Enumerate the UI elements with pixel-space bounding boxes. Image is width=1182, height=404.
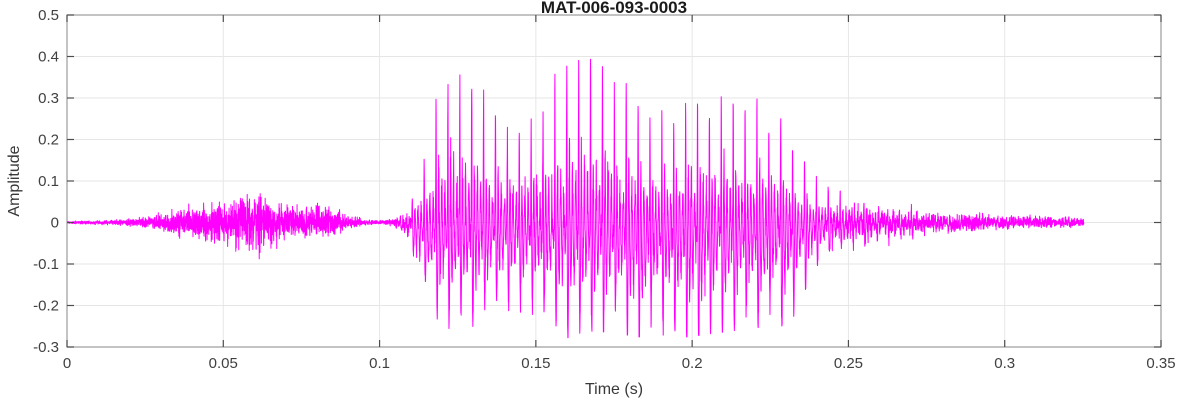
x-tick-label: 0.35 [1146,355,1175,372]
waveform-trace [67,58,1085,339]
y-tick-label: 0.2 [38,132,59,149]
y-tick-label: 0.5 [38,7,59,24]
tick-labels: 0 0.05 0.1 0.15 0.2 0.25 0.3 0.35 -0.3 -0.2 -0.1 0 0… [33,7,1175,372]
y-axis-label: Amplitude [6,145,23,216]
y-tick-label: -0.2 [33,298,59,315]
x-tick-label: 0.3 [994,355,1015,372]
tick-marks [66,14,1162,348]
x-tick-label: 0 [63,355,71,372]
y-tick-label: -0.1 [33,256,59,273]
x-tick-label: 0.05 [209,355,238,372]
x-tick-label: 0.2 [682,355,703,372]
x-tick-label: 0.1 [369,355,390,372]
y-tick-label: 0.4 [38,49,59,66]
chart-title: MAT-006-093-0003 [541,0,687,17]
y-tick-label: -0.3 [33,339,59,356]
x-tick-label: 0.25 [834,355,863,372]
y-tick-label: 0 [51,215,59,232]
y-tick-label: 0.1 [38,173,59,190]
x-axis-label: Time (s) [585,381,643,398]
y-tick-label: 0.3 [38,90,59,107]
x-tick-label: 0.15 [521,355,550,372]
